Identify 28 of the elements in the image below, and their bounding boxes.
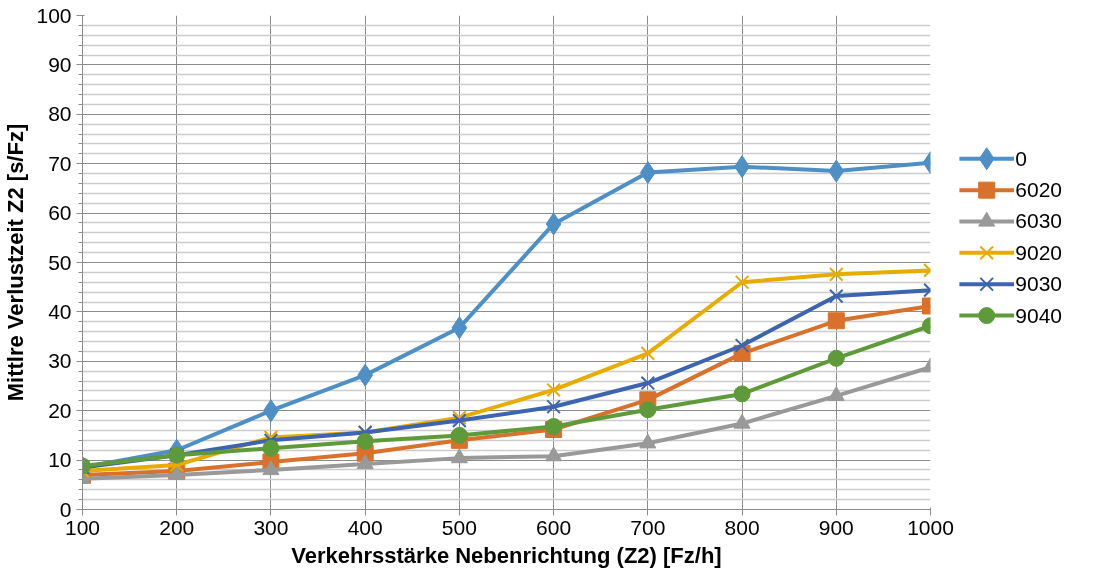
y-tick-label: 80 [48,102,72,126]
x-tick-label: 400 [347,515,383,539]
x-tick-label: 300 [253,515,289,539]
legend-label: 0 [1015,146,1027,170]
legend-label: 9040 [1015,303,1063,327]
y-tick-label: 100 [36,3,72,27]
y-tick-label: 40 [48,299,72,323]
y-tick-label: 60 [48,201,72,225]
legend-label: 9020 [1015,240,1063,264]
y-tick-label: 0 [59,497,72,521]
legend-label: 9030 [1015,272,1063,296]
legend-label: 6020 [1015,178,1063,202]
x-tick-label: 900 [818,515,854,539]
x-tick-label: 200 [159,515,195,539]
x-tick-label: 700 [630,515,666,539]
y-tick-label: 90 [48,52,72,76]
y-tick-label: 70 [48,151,72,175]
y-tick-label: 30 [48,349,72,373]
y-tick-label: 10 [48,448,72,472]
x-tick-label: 1000 [907,515,954,539]
y-axis-title: Mittlre Verlustzeit Z2 [s/Fz] [3,123,29,402]
x-tick-label: 800 [724,515,760,539]
y-tick-label: 20 [48,398,72,422]
x-axis-title: Verkehrsstärke Nebenrichtung (Z2) [Fz/h] [291,542,722,568]
legend-label: 6030 [1015,209,1063,233]
x-tick-label: 500 [441,515,477,539]
y-tick-label: 50 [48,250,72,274]
x-tick-label: 600 [536,515,572,539]
